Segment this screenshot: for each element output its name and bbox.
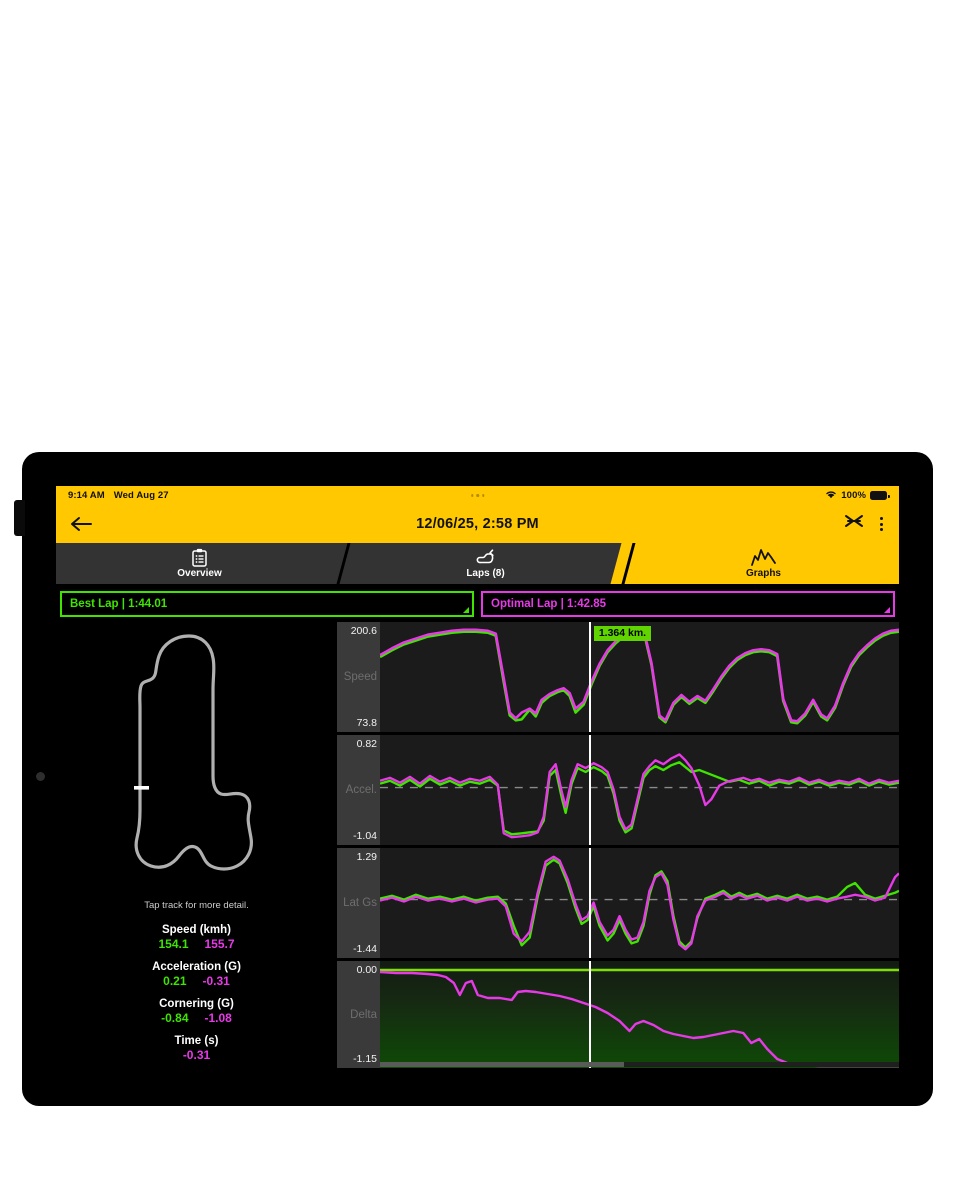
app-bar-actions [844,513,885,536]
tab-graphs[interactable]: Graphs [628,543,899,584]
wifi-icon [825,489,837,502]
delta-axis-min: -1.15 [353,1053,377,1065]
device-side-button[interactable] [14,500,25,536]
stat-time: Time (s) -0.31 [56,1034,337,1063]
acceleration-axis-min: -1.04 [353,830,377,842]
track-hint-text: Tap track for more detail. [144,900,249,911]
acceleration-axis-max: 0.82 [356,738,377,750]
stat-speed: Speed (kmh) 154.1 155.7 [56,923,337,952]
optimal-lap-label: Optimal Lap | 1:42.85 [491,598,607,610]
handle-dots-icon [470,494,485,497]
kebab-menu-icon[interactable] [878,515,885,533]
back-arrow-icon[interactable] [70,516,92,532]
stat-cornering-best: -0.84 [161,1011,189,1025]
speed-axis-label: Speed [343,671,377,683]
lateral-g-axis-min: -1.44 [353,943,377,955]
stat-cornering-optimal: -1.08 [204,1011,232,1025]
delta-axis-label: Delta [350,1008,377,1021]
lap-loop-icon [475,548,497,567]
acceleration-plot[interactable] [380,735,899,845]
speed-axis: 200.6 Speed 73.8 [337,622,380,732]
app-screen: 9:14 AM Wed Aug 27 100% 12/06/25, 2:5 [56,486,899,1081]
lateral-g-axis-label: Lat Gs [343,897,377,909]
status-bar-left: 9:14 AM Wed Aug 27 [68,490,169,501]
stat-acceleration: Acceleration (G) 0.21 -0.31 [56,960,337,989]
optimal-lap-selector[interactable]: Optimal Lap | 1:42.85 [481,591,895,617]
lateral-g-axis-max: 1.29 [356,851,377,863]
stat-cornering-label: Cornering (G) [159,998,234,1010]
cursor-line[interactable] [588,622,591,732]
best-lap-selector[interactable]: Best Lap | 1:44.01 [60,591,474,617]
lateral-g-axis: 1.29 Lat Gs -1.44 [337,848,380,958]
stat-acceleration-best: 0.21 [163,974,187,988]
tab-laps[interactable]: Laps (8) [343,543,628,584]
stat-acceleration-optimal: -0.31 [202,974,230,988]
speed-graph-panel[interactable]: 200.6 Speed 73.8 1.364 km. [337,622,899,735]
track-and-stats-panel: Tap track for more detail. Speed (kmh) 1… [56,622,337,1071]
tab-graphs-label: Graphs [745,568,781,579]
status-date: Wed Aug 27 [113,490,169,501]
tab-laps-label: Laps (8) [466,568,505,579]
dropdown-corner-icon [884,607,890,613]
delta-gradient-background [380,961,899,1068]
delta-axis-max: 0.00 [356,964,377,976]
page-title: 12/06/25, 2:58 PM [416,516,539,532]
acceleration-axis-label: Accel. [345,784,377,796]
compare-collapse-icon[interactable] [844,513,864,536]
clipboard-icon [191,548,208,567]
stat-time-delta: -0.31 [182,1048,211,1062]
scrollbar-thumb[interactable] [380,1062,624,1067]
graph-stack: 200.6 Speed 73.8 1.364 km. 0.82 A [337,622,899,1071]
delta-graph-panel[interactable]: 0.00 Delta -1.15 [337,961,899,1068]
stat-time-label: Time (s) [174,1035,219,1047]
tab-overview[interactable]: Overview [56,543,343,584]
status-time: 9:14 AM [68,490,105,501]
device-camera-dot [36,772,45,781]
stat-speed-best: 154.1 [158,937,189,951]
cursor-line[interactable] [588,848,591,958]
track-map[interactable] [117,624,277,896]
lateral-g-plot[interactable] [380,848,899,958]
cursor-line[interactable] [588,735,591,845]
distance-badge: 1.364 km. [593,626,652,641]
stat-speed-optimal: 155.7 [204,937,235,951]
main-tab-bar: Overview Laps (8) Graphs [56,543,899,584]
graphs-body: Tap track for more detail. Speed (kmh) 1… [56,622,899,1071]
stat-speed-label: Speed (kmh) [161,924,231,936]
stat-acceleration-label: Acceleration (G) [152,961,241,973]
acceleration-axis: 0.82 Accel. -1.04 [337,735,380,845]
horizontal-scrollbar[interactable] [380,1062,899,1067]
start-finish-marker [133,786,149,790]
system-status-bar: 9:14 AM Wed Aug 27 100% [56,486,899,505]
status-bar-right: 100% [825,489,890,502]
lateral-g-graph-panel[interactable]: 1.29 Lat Gs -1.44 [337,848,899,961]
battery-full-icon [870,491,890,500]
line-chart-icon [750,548,778,567]
cursor-line[interactable] [588,961,591,1068]
app-header-bar: 12/06/25, 2:58 PM [56,505,899,543]
speed-axis-min: 73.8 [356,717,377,729]
speed-plot[interactable]: 1.364 km. [380,622,899,732]
dropdown-corner-icon [463,607,469,613]
delta-axis: 0.00 Delta -1.15 [337,961,380,1068]
lap-selector-row: Best Lap | 1:44.01 Optimal Lap | 1:42.85 [56,584,899,622]
stat-cornering: Cornering (G) -0.84 -1.08 [56,997,337,1026]
speed-axis-max: 200.6 [350,625,377,637]
tab-overview-label: Overview [177,568,222,579]
stats-list: Speed (kmh) 154.1 155.7 Acceleration (G)… [56,923,337,1071]
best-lap-label: Best Lap | 1:44.01 [70,598,168,610]
delta-plot[interactable] [380,961,899,1068]
acceleration-graph-panel[interactable]: 0.82 Accel. -1.04 [337,735,899,848]
battery-percent-label: 100% [841,490,866,501]
